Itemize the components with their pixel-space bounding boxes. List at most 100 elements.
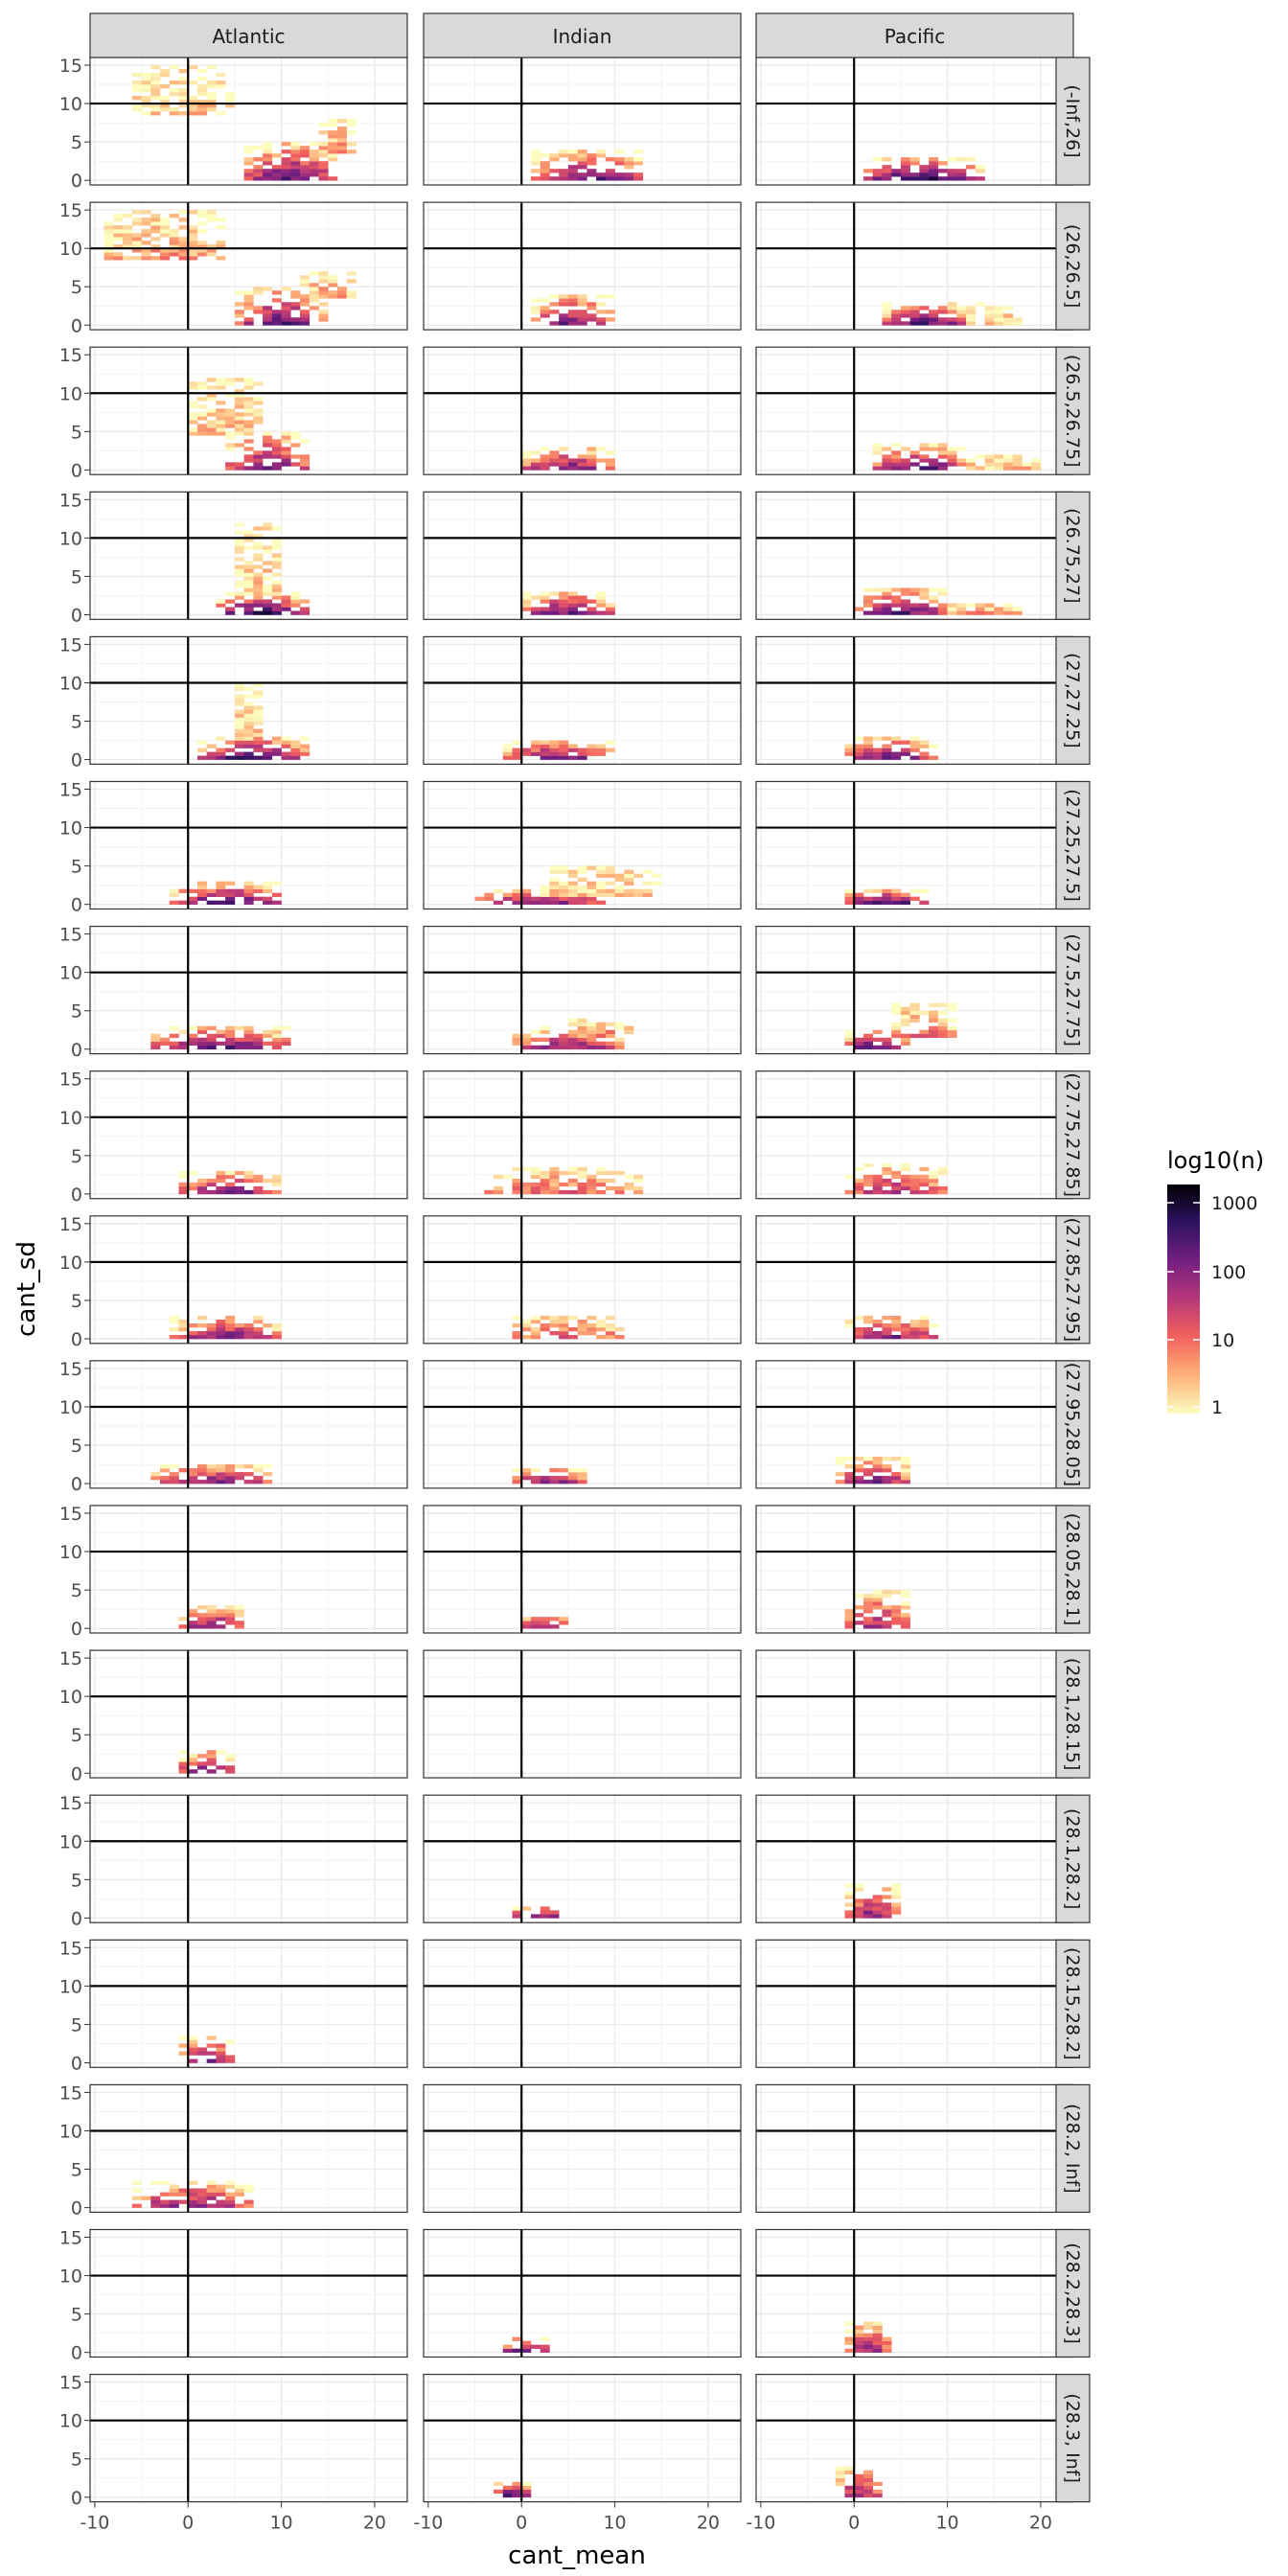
heat-tile bbox=[596, 1170, 607, 1176]
heat-tile bbox=[234, 389, 244, 394]
heat-tile bbox=[540, 888, 550, 893]
heat-tile bbox=[956, 310, 967, 314]
heat-tile bbox=[318, 271, 329, 276]
heat-tile bbox=[540, 1178, 550, 1184]
heat-tile bbox=[206, 2043, 217, 2048]
heat-tile bbox=[975, 466, 985, 471]
heat-tile bbox=[549, 1178, 560, 1184]
heat-tile bbox=[502, 755, 513, 760]
heat-tile bbox=[336, 134, 348, 139]
heat-tile bbox=[281, 1037, 291, 1043]
row-strip bbox=[1055, 780, 1091, 910]
heat-tile bbox=[614, 885, 625, 889]
heat-tile bbox=[243, 610, 254, 615]
heat-tile bbox=[234, 591, 244, 596]
heat-tile bbox=[966, 157, 977, 162]
heat-tile bbox=[521, 888, 532, 893]
heat-tile bbox=[559, 900, 569, 905]
heat-tile bbox=[854, 1480, 864, 1484]
heat-tile bbox=[966, 321, 977, 326]
heat-tile bbox=[530, 1166, 540, 1172]
panel-pacific-row-10 bbox=[755, 1505, 1074, 1634]
heat-tile bbox=[605, 1045, 615, 1050]
heat-tile bbox=[549, 1476, 560, 1481]
panel-background bbox=[424, 2374, 741, 2502]
heat-tile bbox=[271, 153, 282, 158]
heat-tile bbox=[123, 214, 133, 218]
heat-tile bbox=[891, 443, 902, 448]
row-strip-label: (27.75,27.85] bbox=[1062, 1072, 1083, 1197]
heat-tile bbox=[1002, 466, 1014, 471]
heat-tile bbox=[300, 736, 310, 741]
y-tick-label: 10 bbox=[59, 818, 82, 840]
panel-border bbox=[423, 635, 742, 766]
heat-tile bbox=[900, 1174, 910, 1180]
heat-tile bbox=[271, 587, 282, 592]
heat-tile bbox=[206, 397, 217, 402]
heat-tile bbox=[559, 1037, 569, 1043]
heat-tile bbox=[1012, 321, 1023, 326]
heat-tile bbox=[596, 153, 607, 158]
heat-tile bbox=[318, 317, 329, 322]
y-tick-label: 5 bbox=[71, 1291, 82, 1312]
heat-tile bbox=[540, 153, 550, 158]
heat-tile bbox=[929, 458, 939, 463]
heat-tile bbox=[216, 2055, 226, 2059]
column-strip-label: Indian bbox=[553, 25, 612, 48]
heat-tile bbox=[872, 1457, 883, 1461]
heat-tile bbox=[862, 2321, 873, 2326]
heat-tile bbox=[263, 1189, 273, 1195]
heat-tile bbox=[281, 317, 291, 322]
heat-tile bbox=[234, 424, 244, 428]
heat-tile bbox=[891, 1315, 902, 1321]
heat-tile bbox=[281, 603, 291, 608]
heat-tile bbox=[891, 892, 902, 897]
heat-tile bbox=[567, 1326, 578, 1332]
heat-tile bbox=[891, 1185, 902, 1191]
heat-tile bbox=[216, 881, 226, 886]
heat-tile bbox=[253, 705, 264, 710]
heat-tile bbox=[253, 172, 264, 177]
heat-tile bbox=[862, 2325, 873, 2330]
heat-tile bbox=[216, 603, 226, 608]
heat-tile bbox=[854, 1182, 864, 1187]
heat-tile bbox=[900, 1601, 910, 1606]
heat-tile bbox=[178, 1182, 189, 1187]
panel-pacific-row-6 bbox=[755, 925, 1074, 1055]
panel-border bbox=[89, 1070, 408, 1200]
y-tick-label: 15 bbox=[59, 1359, 82, 1380]
heat-tile bbox=[540, 161, 550, 166]
heat-tile bbox=[929, 1033, 939, 1039]
heat-tile bbox=[141, 252, 151, 257]
heat-tile bbox=[225, 381, 236, 386]
heat-tile bbox=[844, 1033, 855, 1039]
heat-tile bbox=[872, 2340, 883, 2345]
heat-tile bbox=[234, 427, 244, 432]
heat-tile bbox=[300, 321, 310, 326]
heat-tile bbox=[994, 458, 1004, 463]
heat-tile bbox=[854, 2340, 864, 2345]
heat-tile bbox=[234, 1621, 244, 1625]
heat-tile bbox=[862, 2485, 873, 2491]
heat-tile bbox=[862, 2473, 873, 2479]
y-axis-title: cant_sd bbox=[12, 1241, 41, 1337]
heat-tile bbox=[150, 92, 161, 97]
x-tick-label: 20 bbox=[697, 2513, 720, 2534]
heat-tile bbox=[984, 321, 995, 326]
heat-tile bbox=[521, 2344, 532, 2349]
heat-tile bbox=[540, 607, 550, 611]
heat-tile bbox=[854, 2477, 864, 2483]
heat-tile bbox=[512, 1334, 522, 1340]
y-tick-label: 15 bbox=[59, 634, 82, 656]
heat-tile bbox=[123, 225, 133, 230]
heat-tile bbox=[188, 248, 198, 253]
heat-tile bbox=[559, 298, 569, 303]
heat-tile bbox=[225, 1025, 236, 1031]
heat-tile bbox=[234, 541, 244, 546]
heat-tile bbox=[891, 740, 902, 745]
heat-tile bbox=[966, 176, 977, 181]
heat-tile bbox=[196, 84, 207, 89]
heat-tile bbox=[243, 1322, 254, 1328]
heat-tile bbox=[243, 686, 254, 691]
heat-tile bbox=[131, 2196, 142, 2200]
